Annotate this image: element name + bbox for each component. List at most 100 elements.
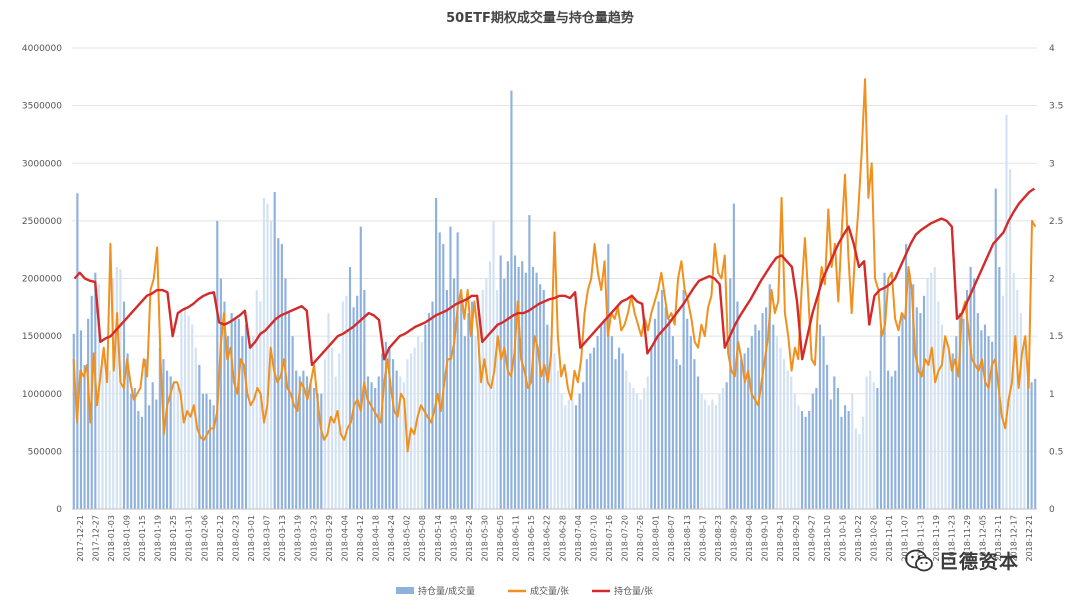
bar	[302, 370, 305, 509]
legend: 持仓量/成交量 成交量/张 持仓量/张	[396, 585, 653, 597]
x-tick-label: 2018-01-25	[169, 515, 178, 562]
bar	[331, 347, 334, 509]
x-tick-label: 2018-03-19	[294, 515, 303, 562]
bar-series	[72, 90, 1037, 510]
bar	[323, 359, 326, 509]
legend-swatch-bar	[396, 587, 414, 594]
right-tick-label: 1	[1049, 390, 1055, 400]
bar	[894, 370, 897, 509]
bar	[883, 272, 886, 509]
bar	[374, 387, 377, 509]
bar	[226, 336, 230, 510]
bar	[700, 393, 703, 509]
bar	[452, 278, 456, 509]
bar	[858, 434, 861, 509]
bar	[513, 255, 517, 509]
left-tick-label: 2000000	[22, 275, 62, 285]
x-tick-label: 2018-03-07	[263, 515, 272, 562]
bar	[625, 370, 628, 509]
x-tick-label: 2017-12-27	[91, 515, 100, 562]
bar	[646, 376, 649, 509]
watermark: 巨德资本	[905, 547, 1019, 574]
bar	[973, 278, 976, 509]
bar	[248, 336, 251, 510]
bar	[811, 393, 814, 509]
bar	[632, 387, 635, 509]
bar	[962, 318, 965, 509]
bar	[151, 382, 154, 509]
bar	[316, 393, 319, 509]
bar	[76, 193, 79, 509]
bar	[148, 405, 151, 509]
x-tick-label: 2018-08-07	[667, 515, 676, 562]
bar	[678, 364, 682, 509]
left-tick-label: 0	[56, 505, 62, 515]
left-tick-label: 3000000	[22, 159, 62, 169]
bar	[517, 266, 520, 509]
bar	[1034, 378, 1037, 509]
bar	[176, 387, 179, 509]
bar	[890, 376, 893, 509]
bar	[384, 341, 387, 509]
x-tick-label: 2018-09-10	[761, 515, 770, 562]
bar	[560, 393, 563, 509]
bar	[693, 359, 696, 509]
bar	[255, 290, 258, 509]
bar	[87, 318, 90, 509]
bar	[546, 324, 549, 509]
bar	[130, 393, 133, 509]
bar	[287, 313, 291, 509]
bar	[234, 318, 237, 509]
bar	[922, 295, 926, 509]
x-tick-label: 2018-07-04	[574, 515, 583, 562]
bar	[320, 393, 323, 509]
bar	[707, 405, 710, 509]
bar	[614, 359, 617, 509]
right-tick-label: 0.5	[1049, 447, 1063, 457]
x-tick-label: 2018-11-29	[963, 515, 972, 562]
bar	[664, 307, 667, 509]
right-tick-label: 1.5	[1049, 332, 1063, 342]
x-tick-label: 2018-09-27	[807, 515, 816, 562]
x-tick-label: 2018-08-01	[652, 515, 661, 562]
bar	[607, 243, 610, 509]
bar	[223, 301, 226, 509]
bar	[689, 336, 692, 510]
x-tick-label: 2018-10-26	[870, 515, 879, 562]
bar	[991, 341, 994, 509]
bar	[165, 370, 169, 509]
bar	[750, 336, 753, 510]
bar	[180, 313, 183, 509]
gridlines	[72, 47, 1037, 510]
bar	[313, 387, 316, 509]
bar	[786, 370, 789, 509]
bar	[191, 324, 194, 509]
bar	[427, 313, 431, 509]
bar	[442, 243, 445, 509]
bar	[980, 330, 983, 509]
bar	[219, 278, 222, 509]
bar	[854, 428, 857, 509]
x-tick-label: 2018-04-12	[356, 515, 365, 562]
bar	[940, 324, 944, 509]
bar	[399, 376, 402, 509]
bar	[747, 347, 750, 509]
x-tick-label: 2018-06-05	[496, 515, 505, 562]
x-tick-label: 2018-07-20	[621, 515, 630, 562]
bar	[596, 336, 599, 510]
x-tick-label: 2018-03-13	[278, 515, 287, 562]
bar	[438, 232, 441, 509]
bar	[105, 376, 108, 509]
bar	[757, 330, 761, 509]
bar	[485, 278, 488, 509]
bar	[1005, 114, 1008, 509]
bar	[976, 313, 979, 509]
bar	[205, 393, 208, 509]
bar	[492, 220, 495, 510]
bar	[241, 336, 244, 510]
bar	[847, 411, 850, 509]
bar	[772, 324, 775, 509]
bar	[391, 359, 395, 509]
bar	[618, 347, 621, 509]
